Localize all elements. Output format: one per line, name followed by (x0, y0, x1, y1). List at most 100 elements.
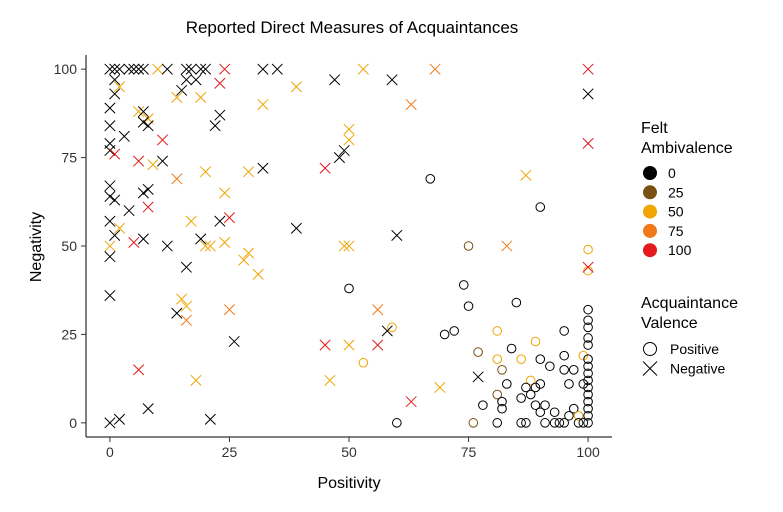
data-point-negative (156, 134, 169, 146)
data-point-negative (429, 63, 441, 75)
color-legend-key (643, 204, 657, 219)
data-point-positive (530, 336, 541, 347)
data-point-positive (478, 400, 488, 410)
data-point-negative (214, 215, 226, 227)
data-point-negative (582, 63, 594, 75)
data-point-negative (343, 134, 355, 146)
data-point-positive (516, 354, 526, 364)
data-point-negative (195, 233, 207, 245)
x-tick-label: 0 (106, 444, 114, 460)
data-point-negative (238, 254, 250, 266)
data-point-negative (520, 169, 532, 181)
data-point-negative (391, 229, 403, 241)
x-tick-label: 25 (222, 444, 238, 460)
data-point-positive (559, 350, 569, 361)
color-legend-label: 25 (668, 184, 684, 200)
data-point-negative (223, 304, 236, 316)
data-point-negative (209, 120, 221, 132)
x-tick-label: 75 (461, 444, 477, 460)
data-point-positive (358, 357, 369, 368)
data-point-positive (502, 379, 512, 389)
data-point-negative (199, 240, 212, 252)
data-point-negative (109, 194, 121, 206)
plot-area (104, 63, 594, 429)
color-legend: Felt Ambivalence 0 25 50 75 100 (641, 120, 733, 258)
data-point-positive (583, 368, 593, 379)
data-point-negative (113, 222, 126, 234)
data-point-positive (583, 304, 593, 315)
data-point-negative (257, 162, 269, 174)
data-point-positive (492, 418, 503, 428)
data-point-negative (338, 144, 350, 157)
data-point-positive (525, 375, 536, 386)
data-point-negative (104, 190, 116, 203)
data-point-negative (118, 130, 130, 142)
data-point-positive (573, 410, 584, 421)
color-legend-label: 75 (668, 223, 684, 239)
chart-title: Reported Direct Measures of Acquaintance… (186, 18, 519, 37)
data-point-negative (137, 116, 149, 128)
shape-legend-title-line-1: Acquaintance (641, 295, 738, 312)
data-point-positive (468, 418, 479, 428)
data-point-positive (458, 280, 469, 290)
data-point-positive (583, 418, 593, 428)
data-point-positive (549, 418, 560, 428)
data-point-negative (109, 63, 121, 75)
data-point-positive (530, 400, 541, 410)
data-point-positive (549, 407, 560, 418)
data-point-negative (319, 162, 331, 174)
data-point-negative (104, 215, 116, 227)
data-point-positive (344, 283, 354, 294)
y-axis: 0 25 50 75 100 (54, 61, 86, 431)
data-point-positive (525, 389, 536, 400)
data-point-negative (152, 63, 164, 75)
data-point-negative (104, 102, 116, 114)
y-tick-label: 0 (69, 415, 77, 431)
data-point-positive (554, 418, 565, 428)
x-tick-label: 100 (576, 444, 600, 460)
data-point-negative (171, 91, 183, 103)
data-point-negative (343, 240, 355, 252)
data-point-negative (204, 240, 216, 252)
data-point-positive (392, 418, 402, 428)
data-point-negative (180, 261, 192, 273)
data-point-positive (439, 329, 450, 340)
data-point-negative (142, 403, 154, 415)
data-point-negative (333, 152, 345, 164)
data-point-positive (540, 400, 550, 410)
data-point-negative (582, 261, 594, 273)
data-point-negative (252, 268, 264, 280)
data-point-negative (171, 173, 183, 185)
data-point-positive (559, 326, 569, 336)
color-legend-title-line-2: Ambivalence (641, 140, 733, 157)
data-point-positive (492, 326, 503, 336)
data-point-positive (492, 389, 503, 400)
color-legend-key (643, 185, 657, 200)
data-point-negative (271, 63, 283, 75)
data-point-negative (109, 88, 121, 100)
color-legend-key (643, 223, 657, 238)
x-axis: 0 25 50 75 100 (106, 437, 600, 460)
data-point-negative (104, 120, 116, 132)
color-legend-key (643, 166, 657, 180)
data-point-negative (434, 381, 446, 394)
data-point-negative (180, 300, 192, 312)
data-point-negative (223, 212, 236, 224)
data-point-negative (128, 63, 140, 75)
data-point-negative (109, 74, 121, 86)
data-point-negative (204, 413, 216, 425)
data-point-negative (171, 307, 183, 319)
series-positive (344, 173, 593, 428)
data-point-positive (497, 364, 507, 375)
data-point-negative (199, 63, 212, 75)
data-point-positive (583, 340, 593, 350)
data-point-negative (104, 180, 116, 192)
data-point-negative (405, 396, 417, 408)
data-point-negative (195, 91, 207, 103)
data-point-negative (343, 123, 355, 135)
y-axis-title: Negativity (28, 212, 45, 282)
shape-legend-key-circle (643, 342, 657, 356)
data-point-positive (425, 173, 436, 184)
shape-legend-label: Positive (670, 341, 719, 357)
data-point-negative (381, 325, 393, 337)
